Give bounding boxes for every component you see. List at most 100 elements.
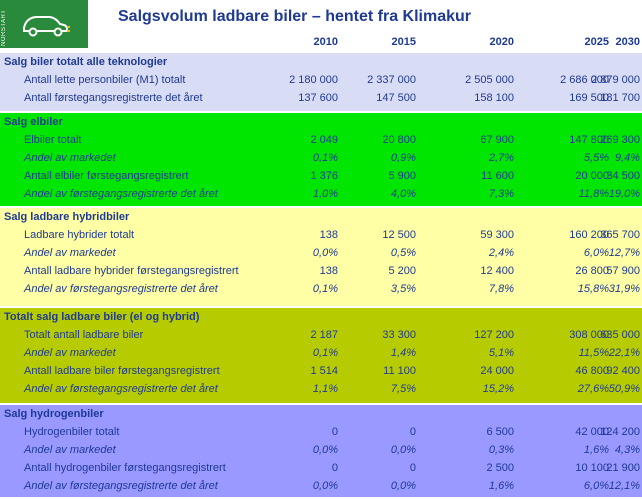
cell-value: 2 505 000	[465, 74, 514, 86]
section-header: Salg hydrogenbiler	[4, 408, 104, 420]
cell-value: 169 500	[569, 92, 609, 104]
logo: NORSTART	[0, 0, 88, 48]
table-row: Antall ladbare biler førstegangsregistre…	[0, 362, 642, 380]
table-section: Salg biler totalt alle teknologier Antall…	[0, 53, 642, 111]
cell-value: 11 100	[383, 365, 416, 377]
cell-value: 0,1%	[312, 283, 338, 295]
cell-value: 138	[319, 265, 338, 277]
row-label: Hydrogenbiler totalt	[24, 426, 120, 438]
cell-value: 33 300	[382, 329, 416, 341]
cell-value: 11 600	[481, 170, 514, 182]
cell-value: 34 500	[606, 170, 640, 182]
cell-value: 67 900	[480, 134, 514, 146]
table-row: Andel av markedet 0,1% 0,9% 2,7% 5,5% 9,4%	[0, 149, 642, 167]
cell-value: 308 000	[569, 329, 609, 341]
cell-value: 7,5%	[390, 383, 416, 395]
cell-value: 0	[409, 462, 416, 474]
cell-value: 0	[409, 426, 416, 438]
cell-value: 0,0%	[312, 480, 338, 492]
cell-value: 2 337 000	[367, 74, 416, 86]
cell-value: 147 800	[569, 134, 609, 146]
year-header: 2020	[489, 36, 514, 48]
cell-value: 6 500	[486, 426, 514, 438]
cell-value: 12,7%	[608, 247, 640, 259]
cell-value: 1 514	[310, 365, 338, 377]
table-row: Antall elbiler førstegangsregistrert 1 37…	[0, 167, 642, 185]
row-label: Antall ladbare biler førstegangsregistre…	[24, 365, 220, 377]
cell-value: 635 000	[600, 329, 640, 341]
cell-value: 137 600	[298, 92, 338, 104]
table-row: Elbiler totalt 2 049 20 800 67 900 147 800 26…	[0, 131, 642, 149]
row-label: Ladbare hybrider totalt	[24, 229, 135, 241]
table-row: Andel av førstegangsregistrerte det året…	[0, 477, 642, 495]
cell-value: 5,1%	[488, 347, 514, 359]
cell-value: 15,2%	[482, 383, 514, 395]
table-row: Andel av markedet 0,1% 1,4% 5,1% 11,5% 22,1%	[0, 344, 642, 362]
row-label: Antall elbiler førstegangsregistrert	[24, 170, 189, 182]
row-label: Antall lette personbiler (M1) totalt	[24, 74, 186, 86]
table-row: Totalt antall ladbare biler 2 187 33 300 12…	[0, 326, 642, 344]
row-label: Andel av førstegangsregistrerte det året	[24, 480, 218, 492]
table-row: Antall lette personbiler (M1) totalt 2 18…	[0, 71, 642, 89]
cell-value: 15,8%	[577, 283, 609, 295]
section-header: Totalt salg ladbare biler (el og hybrid)	[4, 311, 200, 323]
cell-value: 127 200	[474, 329, 514, 341]
cell-value: 181 700	[600, 92, 640, 104]
cell-value: 2 500	[486, 462, 514, 474]
cell-value: 124 200	[600, 426, 640, 438]
cell-value: 0,3%	[488, 444, 514, 456]
row-label: Elbiler totalt	[24, 134, 82, 146]
cell-value: 2 879 000	[591, 74, 640, 86]
cell-value: 1,6%	[583, 444, 609, 456]
cell-value: 2 180 000	[289, 74, 338, 86]
cell-value: 1 376	[310, 170, 338, 182]
cell-value: 1,6%	[488, 480, 514, 492]
cell-value: 7,3%	[488, 188, 514, 200]
section-header: Salg elbiler	[4, 116, 63, 128]
row-label: Antall ladbare hybrider førstegangsregis…	[24, 265, 239, 277]
cell-value: 160 200	[569, 229, 609, 241]
cell-value: 10 100	[575, 462, 609, 474]
cell-value: 158 100	[474, 92, 514, 104]
cell-value: 0,0%	[312, 247, 338, 259]
row-label: Totalt antall ladbare biler	[24, 329, 144, 341]
cell-value: 46 800	[575, 365, 609, 377]
table-row: Andel av førstegangsregistrerte det året…	[0, 185, 642, 203]
cell-value: 0,0%	[390, 480, 416, 492]
cell-value: 1,4%	[390, 347, 416, 359]
cell-value: 7,8%	[488, 283, 514, 295]
cell-value: 2,4%	[488, 247, 514, 259]
cell-value: 365 700	[600, 229, 640, 241]
cell-value: 92 400	[606, 365, 640, 377]
table-row: Ladbare hybrider totalt 138 12 500 59 300 16…	[0, 226, 642, 244]
section-header: Salg biler totalt alle teknologier	[4, 56, 168, 68]
cell-value: 20 000	[575, 170, 609, 182]
cell-value: 0,0%	[390, 444, 416, 456]
cell-value: 0,1%	[312, 347, 338, 359]
cell-value: 12 500	[382, 229, 416, 241]
cell-value: 6,0%	[583, 480, 609, 492]
cell-value: 269 300	[600, 134, 640, 146]
cell-value: 12,1%	[608, 480, 640, 492]
year-header: 2015	[391, 36, 416, 48]
table-row: Antall førstegangsregistrerte det året 13…	[0, 89, 642, 107]
row-label: Andel av førstegangsregistrerte det året	[24, 283, 218, 295]
cell-value: 31,9%	[608, 283, 640, 295]
table-section: Salg ladbare hybridbiler Ladbare hybrider…	[0, 208, 642, 306]
year-header: 2030	[615, 36, 640, 48]
cell-value: 147 500	[376, 92, 416, 104]
cell-value: 0,9%	[390, 152, 416, 164]
cell-value: 26 800	[575, 265, 609, 277]
table-row: Andel av markedet 0,0% 0,5% 2,4% 6,0% 12,7%	[0, 244, 642, 262]
table-row: Andel av førstegangsregistrerte det året…	[0, 280, 642, 298]
section-header: Salg ladbare hybridbiler	[4, 211, 130, 223]
row-label: Andel av markedet	[24, 247, 116, 259]
cell-value: 19,0%	[608, 188, 640, 200]
cell-value: 1,1%	[312, 383, 338, 395]
cell-value: 2 049	[310, 134, 338, 146]
page-title: Salgsvolum ladbare biler – hentet fra Kl…	[118, 8, 471, 25]
table-section: Salg hydrogenbiler Hydrogenbiler totalt 0 0…	[0, 405, 642, 497]
cell-value: 27,6%	[577, 383, 609, 395]
cell-value: 0,1%	[312, 152, 338, 164]
